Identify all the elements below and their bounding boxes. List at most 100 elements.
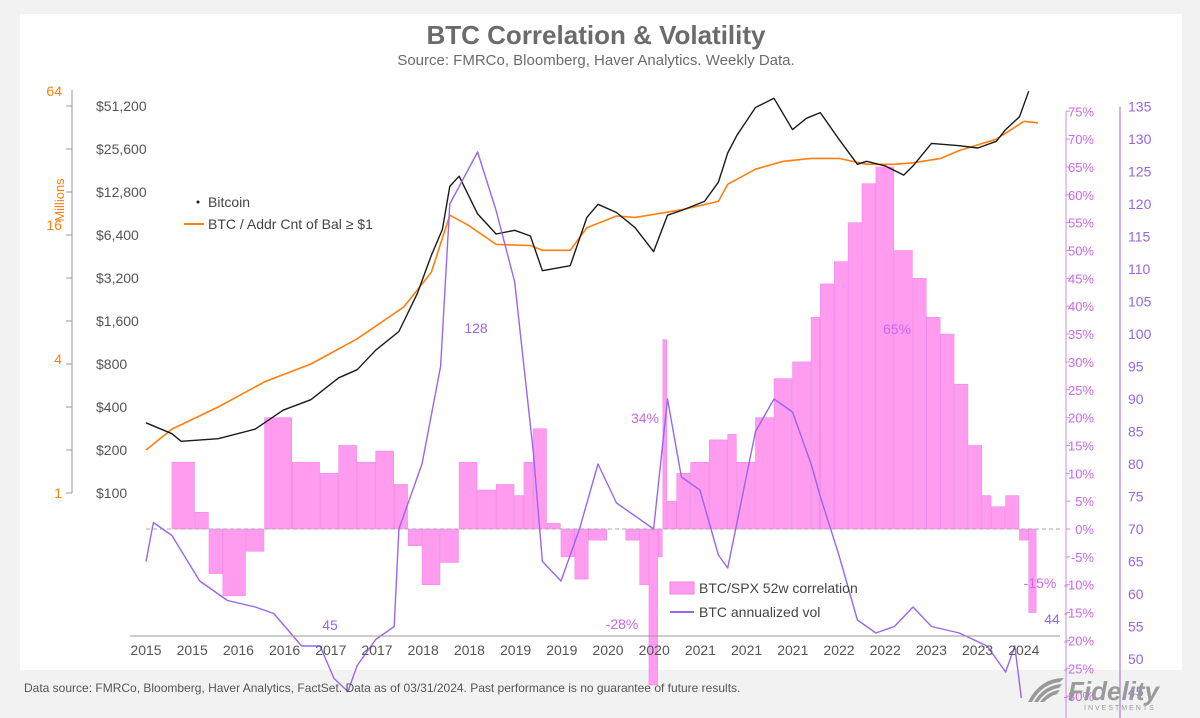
correlation-bar: [968, 445, 983, 530]
vol-tick-label: 130: [1128, 131, 1152, 147]
millions-tick-label: 16: [46, 217, 62, 233]
corr-tick-label: -20%: [1064, 633, 1095, 648]
x-tick-label: 2019: [500, 642, 531, 658]
correlation-bar: [338, 445, 357, 530]
price-tick-label: $1,600: [96, 313, 139, 329]
correlation-bar: [375, 450, 394, 530]
corr-annotation: 34%: [631, 410, 659, 426]
vol-line: [145, 151, 1022, 699]
correlation-bar: [514, 495, 524, 530]
x-tick-label: 2021: [777, 642, 808, 658]
x-tick-label: 2015: [130, 642, 161, 658]
corr-tick-label: 10%: [1068, 466, 1094, 481]
millions-tick-label: 1: [54, 485, 62, 501]
correlation-bar: [639, 528, 649, 585]
vol-tick-label: 40: [1128, 716, 1144, 718]
vol-tick-label: 100: [1128, 326, 1152, 342]
price-tick-label: $6,400: [96, 227, 139, 243]
corr-tick-label: 45%: [1068, 271, 1094, 286]
corr-tick-label: -35%: [1064, 717, 1095, 718]
price-tick-label: $200: [96, 442, 127, 458]
correlation-bar: [894, 250, 913, 530]
corr-tick-label: -5%: [1071, 550, 1095, 565]
vol-tick-label: 60: [1128, 586, 1144, 602]
vol-tick-label: 80: [1128, 456, 1144, 472]
vol-tick-label: 70: [1128, 521, 1144, 537]
corr-tick-label: 55%: [1068, 216, 1094, 231]
corr-annotation: -28%: [606, 616, 639, 632]
correlation-bar: [667, 500, 677, 530]
correlation-bar: [560, 528, 575, 558]
vol-tick-label: 85: [1128, 424, 1144, 440]
correlation-bar: [1028, 528, 1037, 613]
correlation-bar: [736, 461, 756, 530]
price-tick-label: $51,200: [96, 98, 147, 114]
correlation-bar: [407, 528, 422, 546]
corr-tick-label: -10%: [1064, 578, 1095, 593]
vol-tick-label: 55: [1128, 619, 1144, 635]
correlation-bar: [676, 473, 691, 530]
price-tick-label: $25,600: [96, 141, 147, 157]
correlation-bar: [523, 461, 533, 530]
correlation-bar: [292, 461, 320, 530]
footer-note: Data source: FMRCo, Bloomberg, Haver Ana…: [24, 681, 741, 695]
x-tick-label: 2023: [962, 642, 993, 658]
axes: $100 $200 $400 $800 $1,600 $3,200 $6,400 $12,80…: [46, 83, 1152, 718]
x-tick-label: 2022: [870, 642, 901, 658]
x-tick-label: 2024: [1008, 642, 1039, 658]
corr-tick-label: 30%: [1068, 355, 1094, 370]
correlation-bar: [625, 528, 640, 541]
correlation-bar: [245, 528, 265, 552]
corr-tick-label: 50%: [1068, 244, 1094, 259]
corr-tick-label: 0%: [1075, 522, 1094, 537]
correlation-bar: [847, 222, 862, 530]
vol-tick-label: 135: [1128, 99, 1152, 115]
vol-tick-label: 125: [1128, 164, 1152, 180]
price-tick-label: $800: [96, 356, 127, 372]
vol-tick-label: 90: [1128, 391, 1144, 407]
x-tick-label: 2017: [361, 642, 392, 658]
millions-tick-label: 64: [46, 83, 62, 99]
correlation-bar: [264, 417, 293, 530]
price-tick-label: $3,200: [96, 270, 139, 286]
corr-tick-label: -25%: [1064, 661, 1095, 676]
annotations: 65% 34% -28% -15% 128 45 44: [322, 320, 1060, 633]
correlation-bar: [319, 473, 339, 530]
millions-axis-label: Millions: [52, 178, 67, 222]
price-tick-label: $12,800: [96, 184, 147, 200]
x-tick-label: 2022: [823, 642, 854, 658]
vol-annotation: 44: [1044, 611, 1060, 627]
vol-tick-label: 110: [1128, 261, 1151, 277]
corr-annotation: -15%: [1024, 575, 1057, 591]
correlation-bar: [861, 183, 876, 530]
correlation-bar: [648, 528, 658, 686]
vol-annotation: 128: [464, 320, 488, 336]
correlation-bar: [708, 439, 728, 530]
correlation-bar: [477, 489, 496, 530]
correlation-bar: [356, 461, 376, 530]
corr-tick-label: 15%: [1068, 438, 1094, 453]
x-tick-label: 2019: [546, 642, 577, 658]
corr-annotation: 65%: [883, 321, 911, 337]
correlation-bar: [755, 417, 774, 530]
legend-vol-label: BTC annualized vol: [699, 604, 820, 620]
vol-tick-label: 75: [1128, 489, 1144, 505]
x-tick-label: 2018: [408, 642, 439, 658]
correlation-bar: [222, 528, 246, 597]
vol-tick-label: 115: [1128, 229, 1151, 245]
vol-annotation: 45: [322, 617, 338, 633]
x-tick-label: 2020: [639, 642, 670, 658]
legend-bitcoin-marker: [196, 200, 200, 204]
correlation-bar: [773, 378, 793, 530]
corr-tick-label: 65%: [1068, 160, 1094, 175]
x-tick-label: 2021: [685, 642, 716, 658]
corr-tick-label: 25%: [1068, 383, 1094, 398]
x-tick-label: 2023: [916, 642, 947, 658]
fidelity-logo: Fidelity INVESTMENTS: [1028, 676, 1161, 712]
svg-text:INVESTMENTS: INVESTMENTS: [1084, 705, 1156, 712]
price-tick-label: $100: [96, 485, 127, 501]
correlation-bar: [982, 495, 992, 530]
correlation-bar: [1019, 528, 1029, 541]
x-tick-label: 2016: [269, 642, 300, 658]
vol-tick-label: 95: [1128, 359, 1144, 375]
